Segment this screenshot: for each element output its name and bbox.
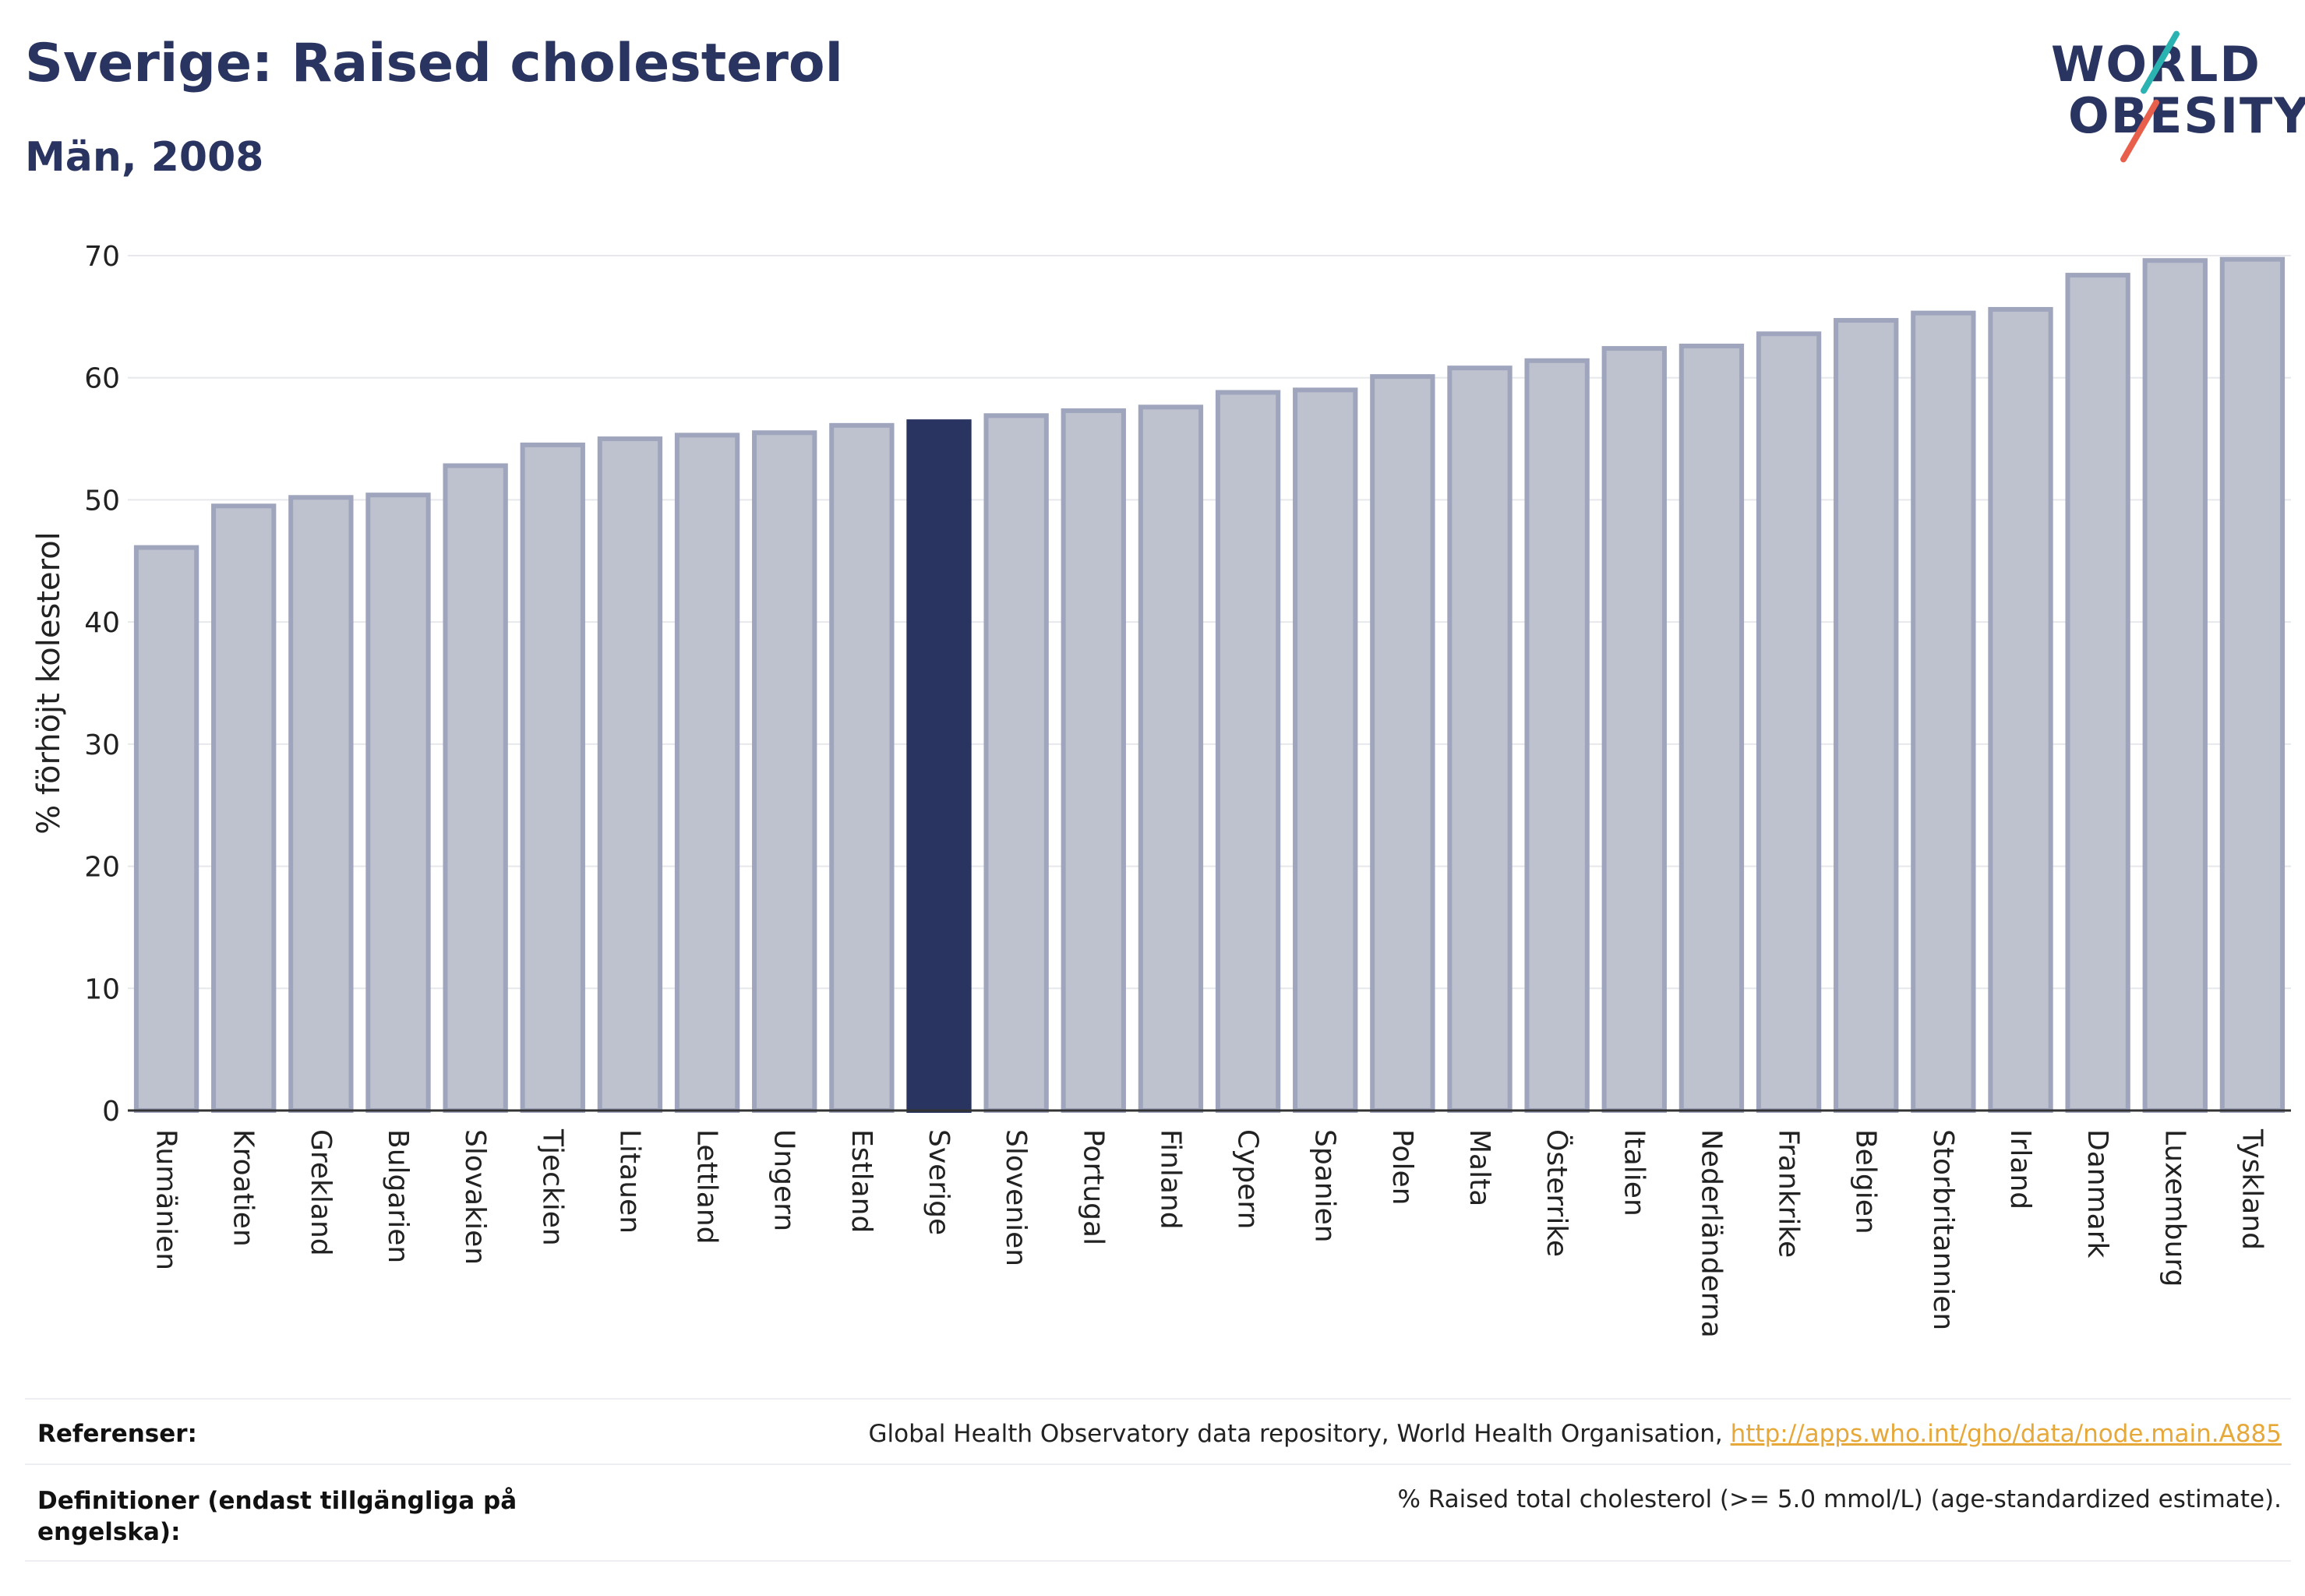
references-value: Global Health Observatory data repositor… <box>869 1420 2282 1448</box>
x-tick-label: Italien <box>1618 1129 1650 1216</box>
bar-polen <box>1370 374 1435 1113</box>
y-tick-label: 40 <box>84 607 120 639</box>
page-subtitle: Män, 2008 <box>25 134 264 181</box>
x-tick-label: Portugal <box>1077 1129 1109 1245</box>
bar-sverige <box>906 419 972 1113</box>
bar-storbritannien <box>1911 310 1976 1113</box>
bar-bulgarien <box>365 493 431 1113</box>
x-tick-label: Danmark <box>2081 1129 2113 1259</box>
references-label: Referenser: <box>37 1420 197 1448</box>
bar-estland <box>829 422 895 1113</box>
x-tick-label: Slovakien <box>459 1129 491 1265</box>
definitions-value: % Raised total cholesterol (>= 5.0 mmol/… <box>1397 1485 2282 1513</box>
references-link[interactable]: http://apps.who.int/gho/data/node.main.A… <box>1730 1420 2282 1448</box>
page-title: Sverige: Raised cholesterol <box>25 33 843 94</box>
footer-divider-top <box>25 1398 2291 1400</box>
bar-kroatien <box>211 503 277 1113</box>
y-axis-label: % förhöjt kolesterol <box>31 531 67 835</box>
bar-frankrike <box>1756 331 1822 1114</box>
bar-rumänien <box>133 545 199 1113</box>
x-tick-label: Estland <box>845 1129 877 1233</box>
x-tick-label: Polen <box>1386 1129 1418 1205</box>
bar-chart: 0 10 20 30 40 50 60 70 Rumänien Kroatien Grekland… <box>31 241 2291 1338</box>
x-tick-label: Slovenien <box>1000 1129 1032 1266</box>
x-tick-label: Ungern <box>768 1129 800 1231</box>
x-tick-label: Nederländerna <box>1695 1129 1727 1338</box>
bar-grekland <box>288 495 354 1113</box>
x-tick-label: Tyskland <box>2236 1128 2268 1250</box>
x-axis-labels: Rumänien Kroatien Grekland Bulgarien Slovaki… <box>150 1128 2268 1338</box>
x-tick-label: Sverige <box>923 1129 955 1235</box>
y-tick-label: 20 <box>84 852 120 884</box>
x-tick-label: Rumänien <box>150 1129 182 1270</box>
x-tick-label: Irland <box>2004 1129 2036 1209</box>
bar-portugal <box>1061 408 1126 1113</box>
bars <box>133 256 2286 1114</box>
x-tick-label: Belgien <box>1850 1129 1882 1234</box>
x-tick-label: Frankrike <box>1773 1129 1805 1258</box>
bar-österrike <box>1524 358 1590 1113</box>
x-tick-label: Litauen <box>613 1129 645 1234</box>
x-tick-label: Spanien <box>1309 1129 1341 1243</box>
bar-tjeckien <box>520 442 585 1113</box>
bar-tyskland <box>2219 256 2286 1113</box>
bar-malta <box>1447 365 1513 1114</box>
world-obesity-logo: WORLD OBESITY <box>2042 23 2305 164</box>
x-tick-label: Cypern <box>1232 1129 1264 1229</box>
y-tick-label: 60 <box>84 363 120 395</box>
x-tick-label: Luxemburg <box>2159 1129 2190 1287</box>
bar-litauen <box>597 436 663 1113</box>
footer-divider-middle <box>25 1464 2291 1465</box>
y-tick-label: 70 <box>84 241 120 273</box>
bar-belgien <box>1834 318 1899 1113</box>
x-tick-label: Malta <box>1463 1129 1495 1206</box>
bar-lettland <box>674 433 740 1113</box>
bar-cypern <box>1215 390 1281 1113</box>
definitions-label: Definitioner (endast tillgängliga på eng… <box>37 1487 517 1547</box>
y-tick-label: 30 <box>84 729 120 761</box>
x-tick-label: Österrike <box>1541 1129 1573 1257</box>
x-tick-label: Lettland <box>691 1129 723 1245</box>
bar-luxemburg <box>2142 258 2208 1114</box>
x-tick-label: Tjeckien <box>536 1128 568 1246</box>
x-tick-label: Grekland <box>305 1129 337 1256</box>
bar-italien <box>1601 346 1667 1113</box>
x-tick-label: Bulgarien <box>382 1129 414 1263</box>
logo-line-2: OBESITY <box>2068 87 2305 144</box>
x-tick-label: Storbritannien <box>1927 1129 1959 1330</box>
y-tick-label: 50 <box>84 485 120 517</box>
bar-ungern <box>752 430 817 1113</box>
bar-spanien <box>1293 387 1358 1113</box>
footer-divider-bottom <box>25 1560 2291 1562</box>
x-tick-label: Finland <box>1154 1129 1186 1230</box>
y-tick-label: 0 <box>102 1096 120 1128</box>
references-text: Global Health Observatory data repositor… <box>868 1420 1723 1448</box>
y-axis-ticks: 0 10 20 30 40 50 60 70 <box>84 241 120 1128</box>
bar-nederländerna <box>1678 343 1745 1113</box>
bar-finland <box>1138 404 1204 1113</box>
bar-danmark <box>2065 273 2130 1113</box>
bar-slovakien <box>443 463 508 1113</box>
y-tick-label: 10 <box>84 973 120 1005</box>
bar-slovenien <box>983 413 1049 1113</box>
x-tick-label: Kroatien <box>228 1129 259 1247</box>
bar-irland <box>1988 306 2053 1113</box>
